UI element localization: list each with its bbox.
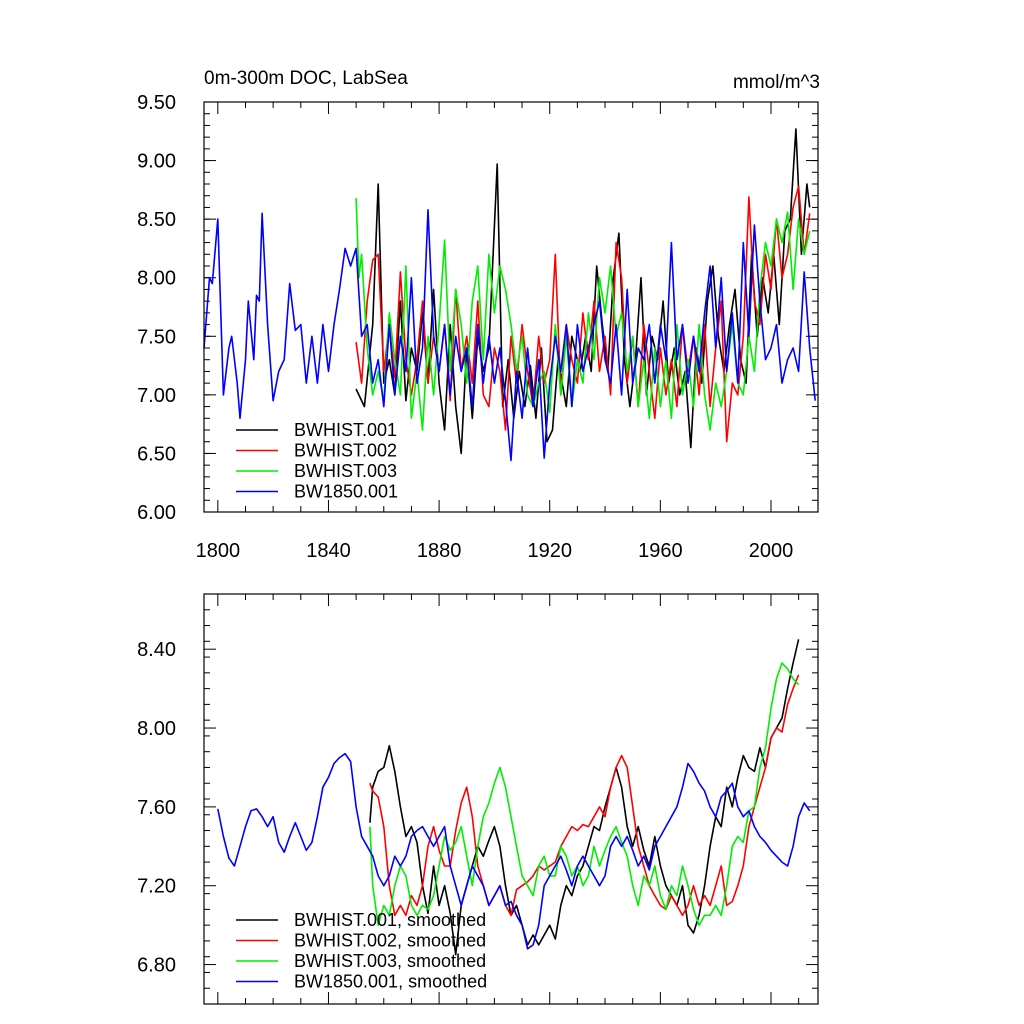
series-line-bwhist-002-smoothed [369, 674, 800, 917]
series-line-bwhist-003-smoothed [369, 662, 800, 926]
y-tick-label: 7.60 [137, 797, 176, 819]
top-plot-frame [203, 101, 819, 513]
legend-label: BW1850.001 [294, 482, 398, 502]
y-tick-label: 7.50 [137, 326, 176, 348]
y-tick-label: 6.50 [137, 443, 176, 465]
series-line-bw1850-001 [203, 209, 816, 462]
y-tick-label: 9.00 [137, 151, 176, 173]
series-line-bwhist-002 [355, 185, 811, 443]
x-tick-label: 2000 [749, 540, 794, 562]
x-tick-label: 1880 [417, 540, 462, 562]
series-line-bwhist-001 [355, 128, 811, 455]
x-tick-label: 1960 [638, 540, 683, 562]
y-tick-label: 9.50 [137, 92, 176, 114]
top-axis-ticks [204, 101, 818, 513]
y-tick-label: 8.00 [137, 718, 176, 740]
legend-label: BWHIST.001 [294, 420, 397, 440]
series-line-bw1850-001-smoothed [217, 752, 811, 950]
legend-label: BW1850.001, smoothed [294, 972, 487, 992]
legend-label: BWHIST.002, smoothed [294, 931, 486, 951]
y-tick-label: 6.00 [137, 502, 176, 524]
legend-label: BWHIST.003, smoothed [294, 951, 486, 971]
y-tick-label: 7.20 [137, 876, 176, 898]
top-y-tick-labels: 6.00 6.50 7.00 7.50 8.00 8.50 9.00 9.50 [137, 92, 176, 524]
y-tick-label: 6.80 [137, 955, 176, 977]
bottom-panel: 6.80 7.20 7.60 8.00 8.40 BWHIST.001, smoothe… [137, 593, 819, 1005]
legend-label: BWHIST.002 [294, 441, 397, 461]
series-line-bwhist-001-smoothed [369, 639, 800, 956]
x-tick-label: 1920 [527, 540, 572, 562]
top-x-tick-labels: 1800 1840 1880 1920 1960 2000 [196, 540, 794, 562]
chart-title: 0m-300m DOC, LabSea [204, 68, 408, 89]
y-tick-label: 8.50 [137, 209, 176, 231]
legend-label: BWHIST.003 [294, 461, 397, 481]
top-panel: 0m-300m DOC, LabSea mmol/m^3 6.00 6.50 7.0… [137, 68, 820, 562]
units-label: mmol/m^3 [733, 72, 820, 93]
y-tick-label: 8.40 [137, 639, 176, 661]
top-series-group [203, 128, 816, 462]
y-tick-label: 7.00 [137, 385, 176, 407]
bottom-plot-frame [203, 593, 819, 1005]
y-tick-label: 8.00 [137, 268, 176, 290]
bottom-y-tick-labels: 6.80 7.20 7.60 8.00 8.40 [137, 639, 176, 976]
bottom-series-group [217, 639, 811, 956]
x-tick-label: 1840 [306, 540, 351, 562]
legend-label: BWHIST.001, smoothed [294, 910, 486, 930]
x-tick-label: 1800 [196, 540, 241, 562]
